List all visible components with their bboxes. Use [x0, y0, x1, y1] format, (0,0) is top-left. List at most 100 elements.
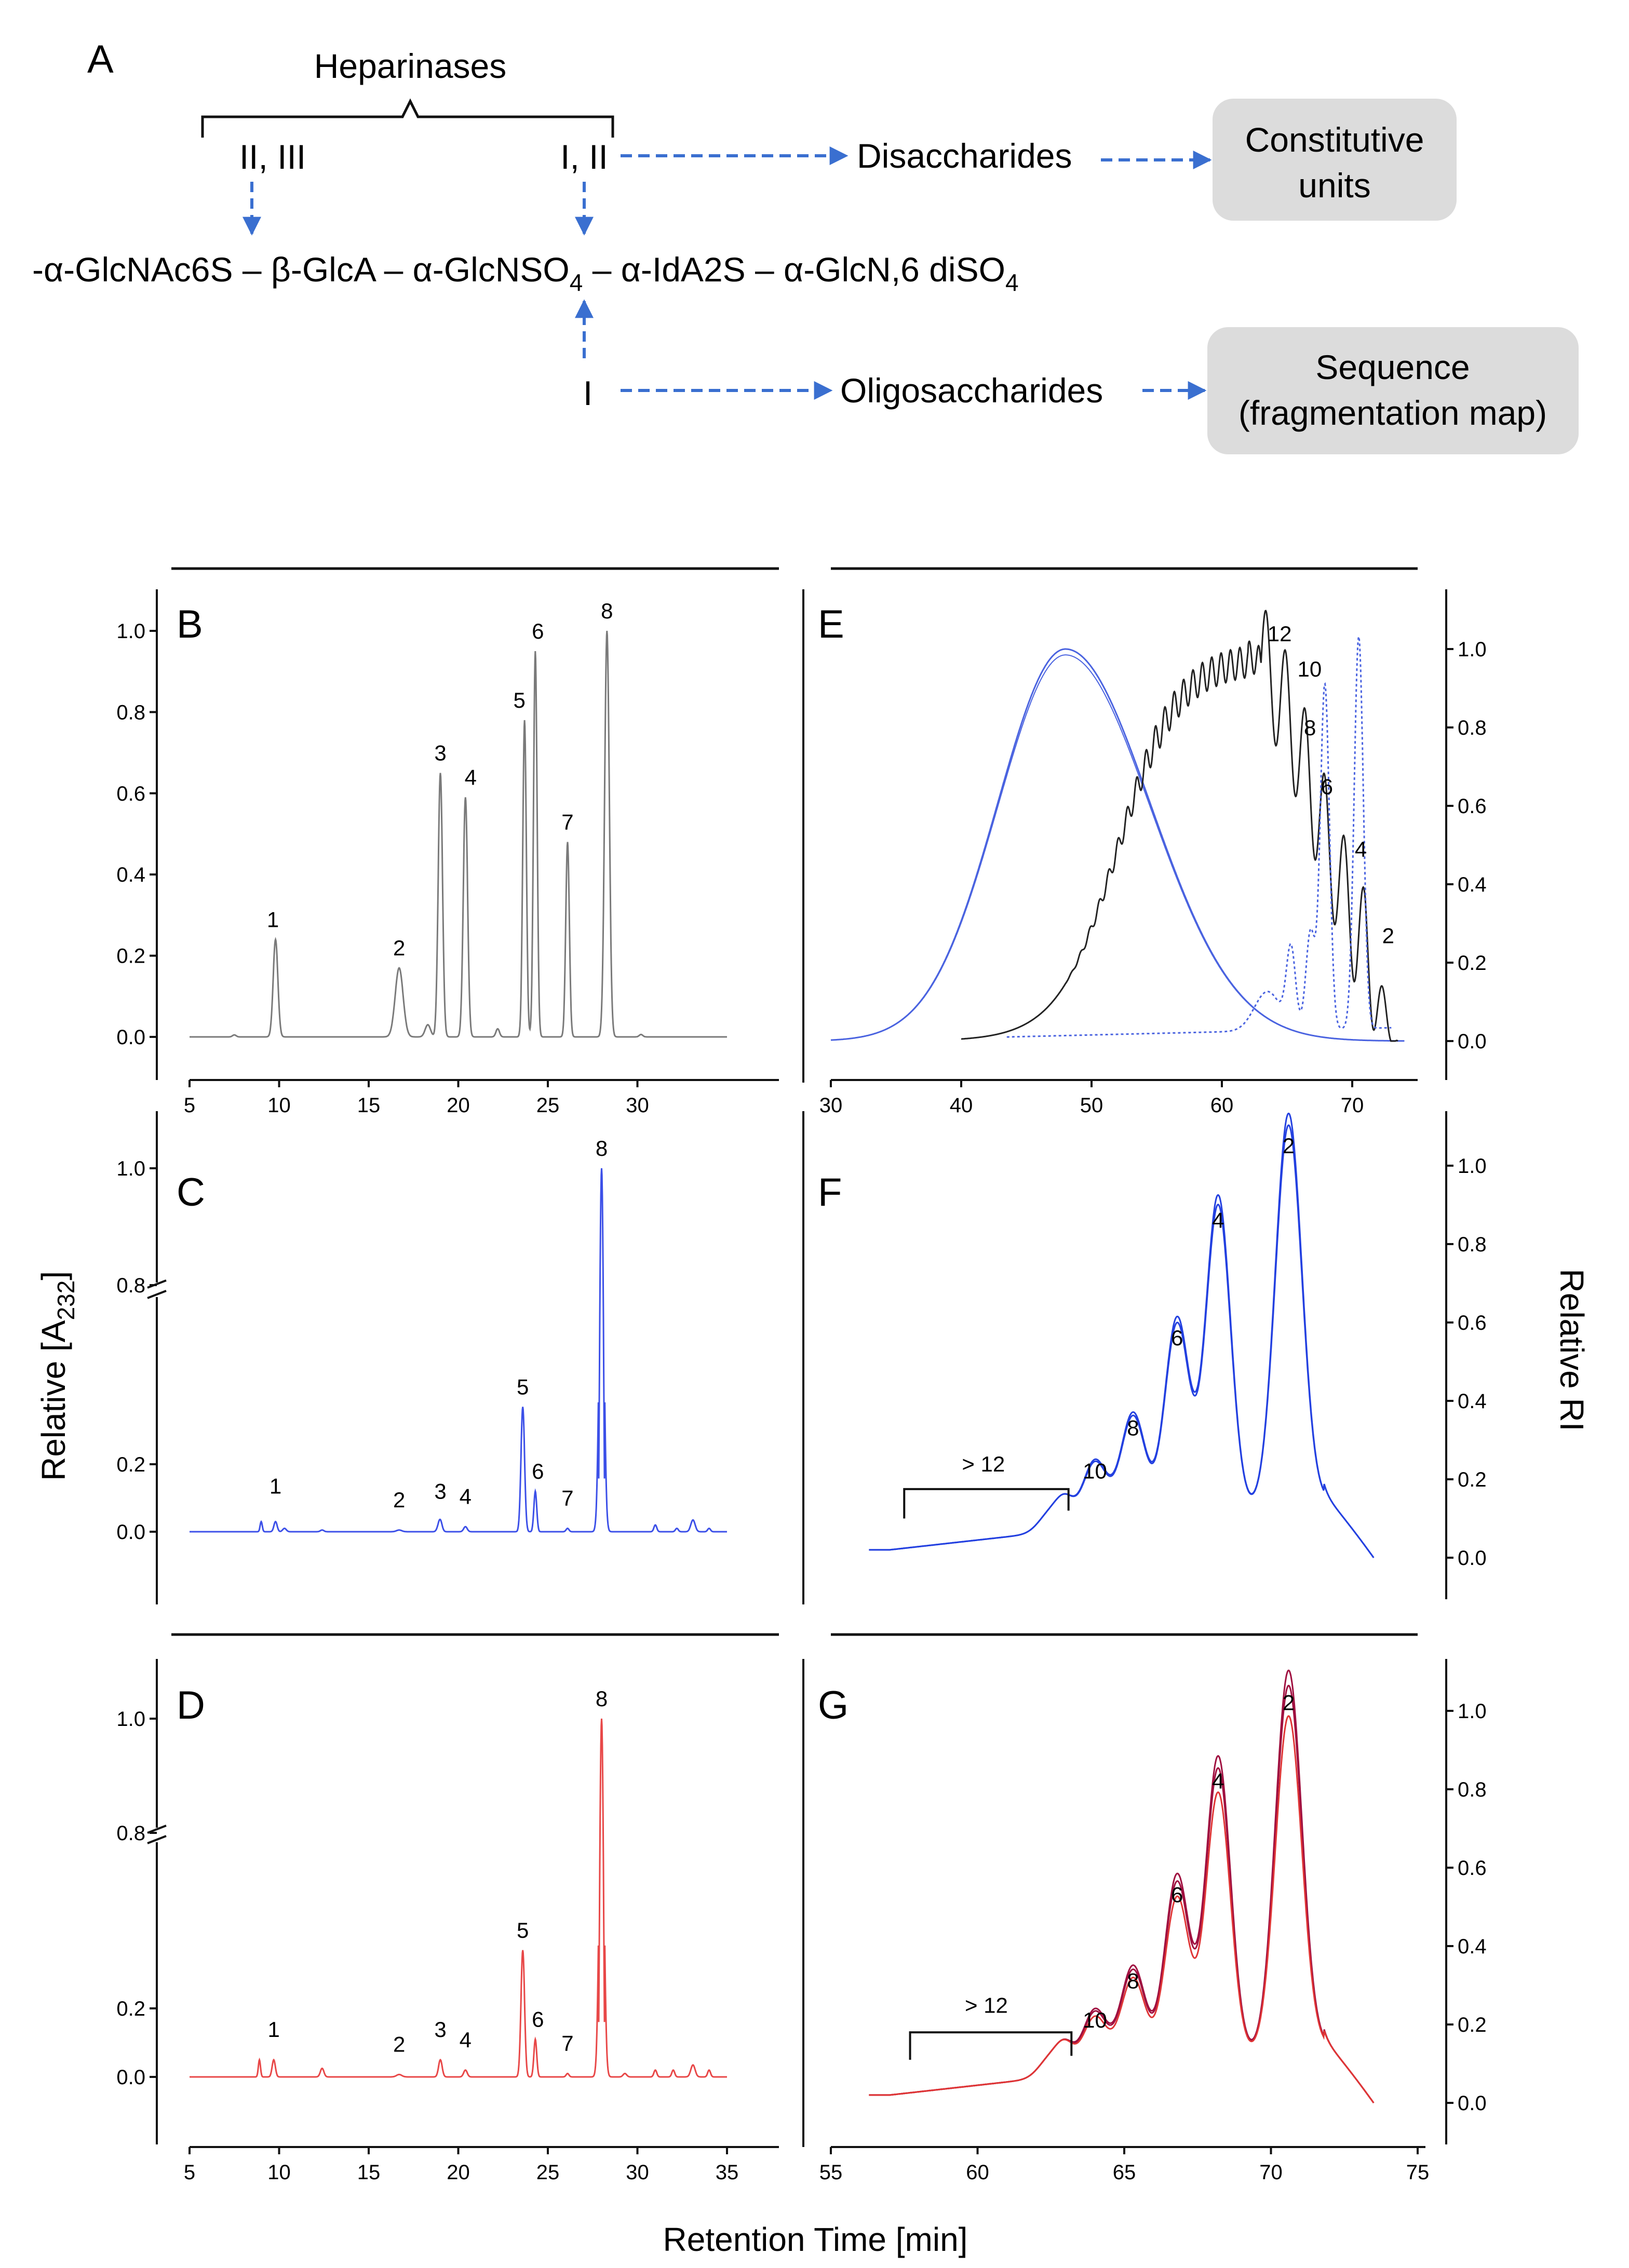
panel-letter-d: D [177, 1683, 205, 1727]
panel-c-y-ticks: 0.0 0.2 0.8 1.0 [116, 1157, 157, 1544]
x-tick-label: 60 [966, 2161, 989, 2184]
heparinases-bracket [201, 98, 614, 138]
panel-f-gt12-bracket [903, 1488, 1070, 1519]
panel-g: G 0.0 0.2 0.4 0.6 0.8 1.0 55 60 65 70 75 10 8 6 4 2 > … [802, 1659, 1487, 2184]
peak-label: 4 [465, 765, 477, 790]
chain-seg1: -α-GlcNAc6S – β-GlcA – α-GlcNSO [32, 250, 570, 289]
peak-label: 2 [393, 936, 405, 960]
y-tick-label: 1.0 [1458, 1155, 1487, 1178]
panel-d-x-ticks: 5 10 15 20 25 30 35 [184, 2147, 738, 2184]
panel-d-axis-break-2 [147, 1835, 167, 1844]
y-tick-label: 0.0 [116, 1521, 145, 1544]
peak-label: 3 [434, 741, 446, 765]
sequence-box [1207, 327, 1579, 454]
peak-label: 4 [1212, 1769, 1224, 1793]
y-tick-label: 0.4 [116, 863, 145, 886]
y-tick-label: 0.6 [1458, 795, 1487, 818]
peak-label: 6 [1171, 1883, 1183, 1907]
peak-label: 2 [1382, 923, 1394, 948]
panel-e-y-ticks: 0.0 0.2 0.4 0.6 0.8 1.0 [1446, 638, 1487, 1053]
peak-label: 8 [1127, 1969, 1139, 1993]
heparinases-title: Heparinases [314, 47, 507, 85]
left-y-axis-label: Relative [A232] [35, 1271, 79, 1481]
peak-label: 2 [393, 2032, 405, 2056]
scheme-panel: A Heparinases II, III I, II Disaccharide… [32, 37, 1579, 454]
y-tick-label: 0.2 [1458, 952, 1487, 975]
panel-f-trace-1 [869, 1113, 1375, 1558]
x-tick-label: 25 [536, 1094, 560, 1117]
peak-label: 8 [1127, 1416, 1139, 1440]
gt12-label: > 12 [962, 1452, 1005, 1476]
y-tick-label: 0.6 [1458, 1312, 1487, 1334]
left-y-label-sub: 232 [52, 1280, 79, 1320]
panel-letter-e: E [818, 602, 844, 646]
peak-label: 7 [561, 2031, 573, 2055]
peak-label: 6 [1321, 774, 1333, 799]
panel-letter-c: C [177, 1170, 205, 1214]
left-y-label-main: Relative [A [35, 1320, 72, 1481]
panel-d-trace [190, 1718, 727, 2078]
peak-label: 1 [267, 907, 279, 932]
y-tick-label: 1.0 [116, 1157, 145, 1180]
chain-sub2: 4 [1005, 269, 1019, 296]
enzyme-i-label: I [583, 374, 593, 412]
peak-label: 8 [596, 1136, 608, 1160]
enzyme-ii-iii-label: II, III [239, 138, 306, 176]
oligosaccharides-label: Oligosaccharides [840, 371, 1103, 410]
peak-label: 6 [532, 619, 544, 643]
peak-label: 8 [601, 599, 613, 623]
panel-g-x-ticks: 55 60 65 70 75 [819, 2147, 1429, 2184]
panel-f-y-ticks: 0.0 0.2 0.4 0.6 0.8 1.0 [1446, 1155, 1487, 1570]
peak-label: 12 [1268, 622, 1292, 646]
y-tick-label: 0.0 [1458, 1547, 1487, 1570]
peak-label: 3 [434, 2017, 446, 2042]
constitutive-line2: units [1298, 166, 1370, 205]
peak-label: 10 [1083, 1459, 1107, 1483]
y-tick-label: 0.8 [1458, 1778, 1487, 1801]
panel-letter-a: A [87, 37, 114, 82]
panel-f-trace-2 [869, 1124, 1375, 1558]
y-tick-label: 1.0 [116, 620, 145, 643]
peak-label: 6 [1171, 1326, 1183, 1350]
peak-label: 5 [517, 1375, 529, 1399]
y-tick-label: 0.8 [1458, 717, 1487, 739]
x-tick-label: 25 [536, 2161, 560, 2184]
x-tick-label: 30 [626, 1094, 649, 1117]
peak-label: 7 [561, 1486, 573, 1510]
peak-label: 4 [460, 2028, 472, 2052]
y-tick-label: 0.2 [116, 1453, 145, 1476]
polysaccharide-chain: -α-GlcNAc6S – β-GlcA – α-GlcNSO4 – α-IdA… [32, 250, 1019, 296]
panel-c: C 0.0 0.2 0.8 1.0 1 2 3 4 5 67 8 [116, 1111, 727, 1604]
panel-f-peak-labels: 10 8 6 4 2 > 12 [962, 1133, 1295, 1483]
peak-label: 4 [1212, 1208, 1224, 1232]
panel-letter-g: G [818, 1683, 849, 1727]
panel-b-peak-labels: 1 2 34 5 6 7 8 [267, 599, 613, 960]
panel-g-gt12-bracket [909, 2031, 1073, 2060]
panel-f: F 0.0 0.2 0.4 0.6 0.8 1.0 10 8 6 4 2 > 12 [802, 1111, 1487, 1604]
panel-b-y-ticks: 0.0 0.2 0.4 0.6 0.8 1.0 [116, 620, 157, 1049]
panel-e-x-ticks: 30 40 50 60 70 [819, 1080, 1364, 1117]
y-tick-label: 0.4 [1458, 1390, 1487, 1413]
peak-label: 2 [1283, 1691, 1295, 1715]
chain-sub1: 4 [570, 269, 583, 296]
panel-g-trace-3 [869, 1715, 1375, 2103]
panel-c-axis-break-2 [147, 1290, 167, 1299]
sequence-line1: Sequence [1315, 348, 1470, 386]
y-tick-label: 0.6 [1458, 1857, 1487, 1880]
y-tick-label: 0.2 [116, 1997, 145, 2020]
x-tick-label: 60 [1210, 1094, 1234, 1117]
panel-e-blue-broad-trace-2 [831, 654, 1405, 1042]
peak-label: 1 [270, 1474, 281, 1499]
x-tick-label: 15 [357, 2161, 381, 2184]
peak-label: 2 [1283, 1133, 1295, 1158]
x-tick-label: 20 [447, 1094, 470, 1117]
panel-d: D 0.0 0.2 0.8 1.0 5 10 15 20 25 30 35 1 2 3 4 5 67 8 [116, 1659, 779, 2184]
gt12-label: > 12 [965, 1993, 1008, 2017]
peak-label: 5 [513, 688, 525, 712]
left-y-label-end: ] [35, 1271, 72, 1280]
y-tick-label: 0.8 [116, 1822, 145, 1845]
y-tick-label: 0.8 [116, 701, 145, 724]
constitutive-line1: Constitutive [1245, 120, 1424, 159]
